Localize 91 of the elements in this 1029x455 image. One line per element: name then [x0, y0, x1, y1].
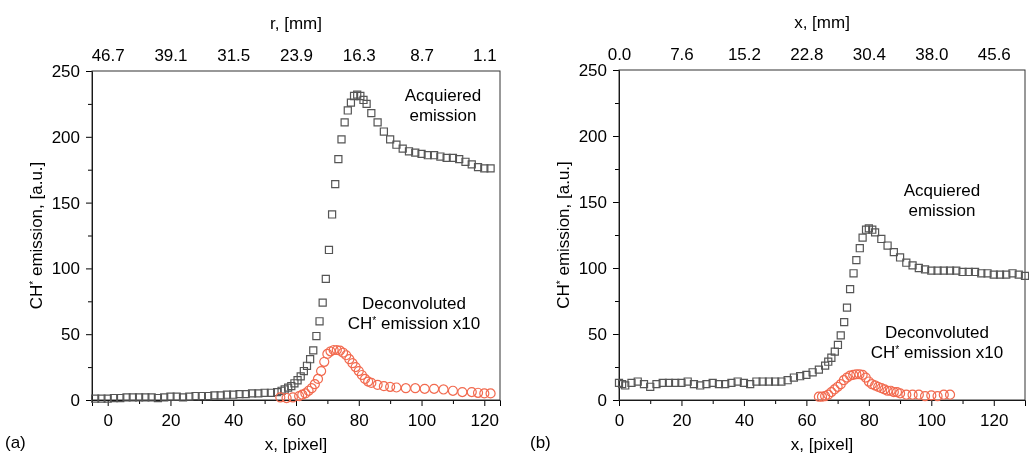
- series-label: Acquiered emission: [903, 181, 981, 220]
- x2-tick-label: 30.4: [852, 45, 886, 64]
- x2-tick-label: 16.3: [342, 46, 376, 65]
- x-tick-label: 60: [797, 411, 817, 431]
- y-tick-label: 0: [70, 390, 80, 410]
- y-tick-label: 150: [578, 192, 607, 212]
- y-tick-label: 50: [588, 324, 607, 344]
- y-tick-label: 200: [578, 126, 607, 146]
- point: [341, 350, 352, 361]
- x2-axis-title: x, [mm]: [794, 13, 850, 32]
- x2-tick-label: 1.1: [472, 46, 497, 65]
- x-axis-title: x, [pixel]: [264, 435, 328, 454]
- point: [410, 383, 421, 394]
- x-tick-label: 120: [980, 411, 1009, 431]
- x-tick-label: 20: [672, 411, 692, 431]
- point: [385, 381, 396, 392]
- point: [400, 383, 411, 394]
- x-tick-label: 20: [161, 411, 181, 431]
- x-tick-label: 100: [917, 411, 946, 431]
- series-label: Acquiered emission: [404, 86, 482, 125]
- text: (a): [5, 433, 26, 452]
- x2-tick-label: 0.0: [607, 45, 632, 64]
- y-tick-label: 50: [61, 325, 80, 345]
- point: [309, 379, 320, 390]
- point: [438, 384, 449, 395]
- point: [932, 390, 943, 402]
- x-tick-label: 40: [734, 411, 754, 431]
- x2-tick-label: 46.7: [91, 46, 125, 65]
- point: [901, 389, 912, 400]
- y-tick-label: 150: [51, 193, 80, 213]
- point: [938, 389, 949, 400]
- point: [913, 389, 924, 400]
- point: [344, 354, 355, 365]
- x-tick-label: 40: [224, 411, 244, 431]
- y-tick-label: 250: [578, 60, 607, 80]
- point: [838, 375, 849, 386]
- y-tick-label: 100: [51, 259, 80, 279]
- point: [359, 373, 371, 385]
- point: [926, 390, 937, 401]
- point: [391, 382, 402, 393]
- x2-tick-label: 31.5: [217, 46, 251, 65]
- point: [479, 388, 490, 399]
- x2-axis-title: r, [mm]: [270, 14, 322, 33]
- series-label: Deconvoluted CH$^{*}$ emission x10: [347, 294, 481, 333]
- x-tick-label: 120: [470, 411, 499, 431]
- x-tick-label: 0: [614, 411, 625, 431]
- x-tick-label: 80: [859, 411, 879, 431]
- y-tick-label: 200: [51, 127, 80, 147]
- y-tick-label: 0: [597, 390, 607, 410]
- point: [919, 390, 931, 402]
- point: [472, 387, 484, 398]
- point: [353, 365, 364, 377]
- x-axis-title: x, [pixel]: [790, 435, 854, 454]
- x2-tick-label: 22.8: [790, 45, 824, 64]
- point: [907, 389, 918, 400]
- x2-tick-label: 23.9: [279, 46, 314, 65]
- y-tick-label: 250: [51, 61, 80, 81]
- point: [287, 392, 298, 403]
- point: [447, 385, 459, 396]
- point: [466, 387, 477, 398]
- point: [816, 391, 828, 402]
- x-tick-label: 60: [287, 411, 306, 431]
- x-tick-label: 80: [349, 411, 369, 431]
- point: [813, 391, 824, 402]
- text: (b): [530, 433, 551, 452]
- point: [485, 388, 496, 399]
- point: [428, 383, 440, 394]
- point: [315, 365, 327, 377]
- y-tick-label: 100: [578, 258, 607, 278]
- point: [457, 387, 468, 398]
- series-label: Deconvoluted CH$^{*}$ emission x10: [870, 323, 1004, 362]
- point: [356, 369, 368, 381]
- x2-tick-label: 8.7: [410, 46, 434, 65]
- point: [863, 376, 874, 387]
- point: [275, 392, 286, 403]
- point: [350, 361, 361, 373]
- point: [372, 379, 383, 390]
- x2-tick-label: 45.6: [977, 45, 1011, 64]
- x2-tick-label: 39.1: [154, 46, 188, 65]
- x2-tick-label: 7.6: [670, 45, 694, 64]
- x-tick-label: 100: [407, 411, 437, 431]
- point: [944, 389, 956, 400]
- point: [281, 392, 292, 404]
- point: [347, 358, 358, 369]
- point: [319, 356, 330, 367]
- x-tick-label: 0: [103, 411, 113, 431]
- point: [419, 383, 430, 394]
- x2-tick-label: 15.2: [727, 45, 761, 64]
- point: [378, 381, 389, 392]
- x2-tick-label: 38.0: [915, 45, 949, 64]
- point: [312, 373, 324, 385]
